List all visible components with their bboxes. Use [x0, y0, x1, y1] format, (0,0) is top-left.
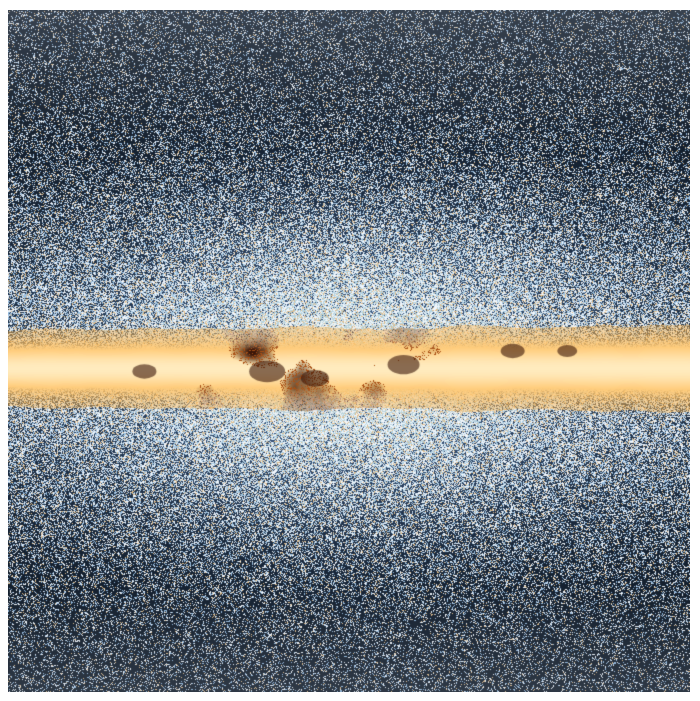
galaxy-image-frame [8, 10, 690, 692]
galactic-plane-image [8, 10, 690, 692]
